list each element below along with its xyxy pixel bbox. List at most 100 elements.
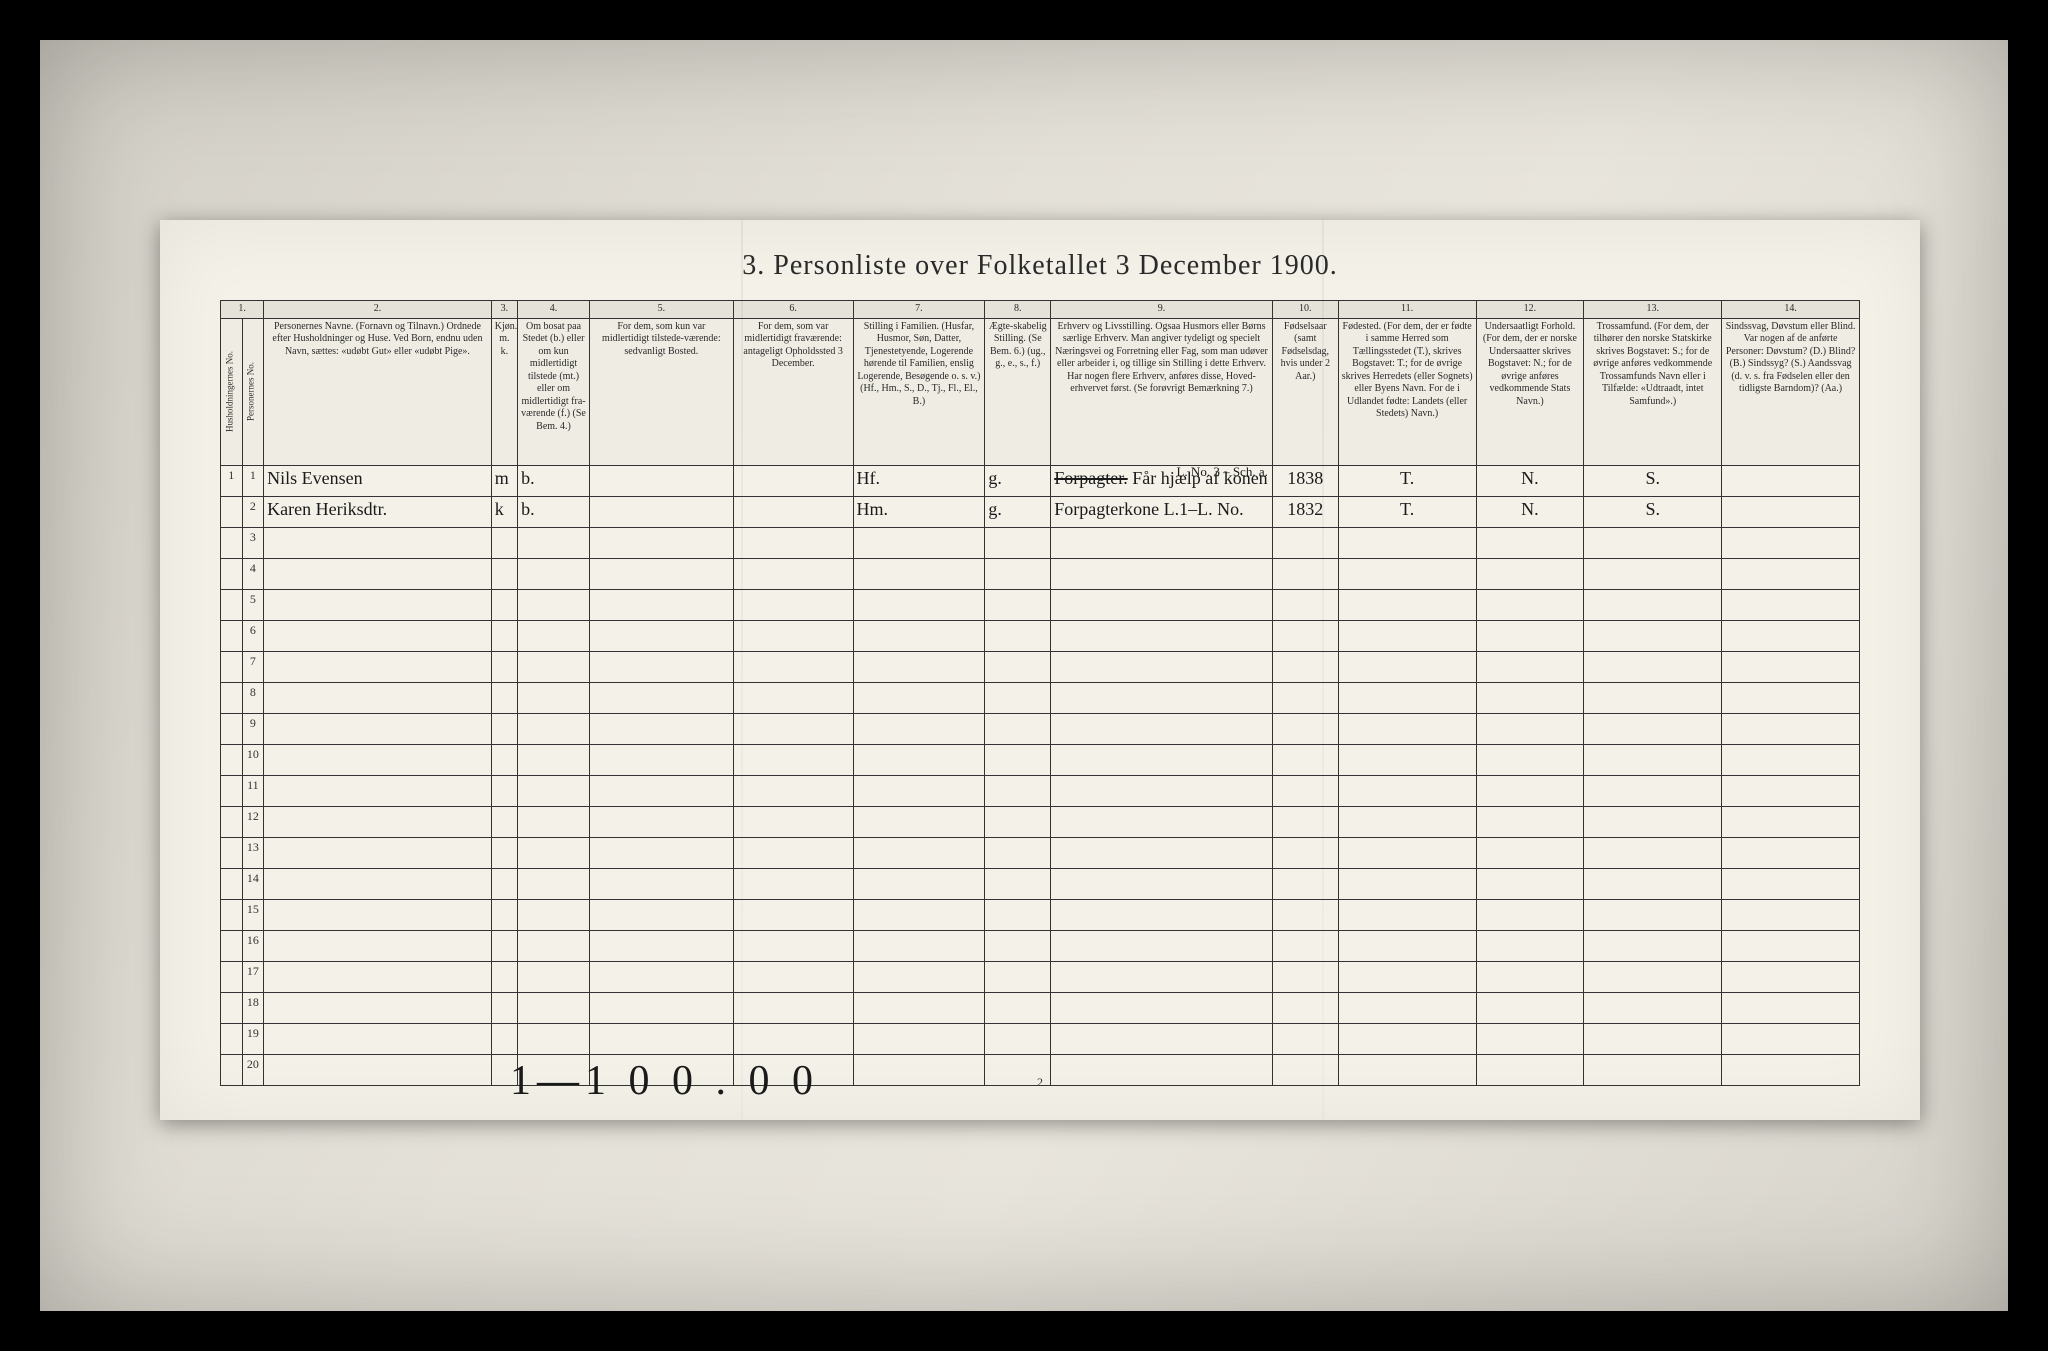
cell <box>518 558 590 589</box>
cell <box>1476 558 1584 589</box>
cell <box>1051 868 1273 899</box>
cell <box>491 1023 517 1054</box>
cell <box>853 868 985 899</box>
cell <box>221 713 243 744</box>
cell <box>1338 589 1476 620</box>
cell <box>491 868 517 899</box>
cell <box>221 837 243 868</box>
cell: 16 <box>242 930 264 961</box>
cell <box>1338 527 1476 558</box>
cell: 1838 <box>1272 465 1338 496</box>
cell <box>589 558 733 589</box>
cell <box>1722 682 1860 713</box>
cell <box>518 775 590 806</box>
cell <box>589 496 733 527</box>
cell <box>264 868 492 899</box>
cell <box>589 899 733 930</box>
colnum: 1. <box>221 301 264 319</box>
cell <box>733 775 853 806</box>
cell <box>1272 837 1338 868</box>
document-sheet: 3. Personliste over Folketallet 3 Decemb… <box>160 220 1920 1120</box>
col-pn: Personernes No. <box>242 318 264 465</box>
colnum: 8. <box>985 301 1051 319</box>
cell: 15 <box>242 899 264 930</box>
cell <box>518 806 590 837</box>
cell <box>733 651 853 682</box>
cell <box>1722 744 1860 775</box>
colnum: 7. <box>853 301 985 319</box>
cell <box>264 961 492 992</box>
cell <box>1051 713 1273 744</box>
cell <box>985 775 1051 806</box>
cell <box>1272 558 1338 589</box>
cell <box>1272 620 1338 651</box>
cell <box>491 620 517 651</box>
table-row: 10 <box>221 744 1860 775</box>
cell: 20 <box>242 1054 264 1085</box>
cell <box>1722 651 1860 682</box>
cell <box>985 806 1051 837</box>
cell: 6 <box>242 620 264 651</box>
cell <box>1051 589 1273 620</box>
cell: 10 <box>242 744 264 775</box>
cell <box>491 775 517 806</box>
cell <box>985 744 1051 775</box>
cell: 17 <box>242 961 264 992</box>
cell <box>518 1023 590 1054</box>
cell: 4 <box>242 558 264 589</box>
cell <box>733 806 853 837</box>
cell: S. <box>1584 496 1722 527</box>
cell <box>1722 1023 1860 1054</box>
cell <box>1584 744 1722 775</box>
cell <box>1051 837 1273 868</box>
cell <box>1272 589 1338 620</box>
cell <box>1722 899 1860 930</box>
cell <box>1722 558 1860 589</box>
cell <box>1584 589 1722 620</box>
cell <box>733 589 853 620</box>
cell <box>1272 1054 1338 1085</box>
cell <box>733 961 853 992</box>
cell <box>1051 1023 1273 1054</box>
cell <box>491 744 517 775</box>
cell <box>264 682 492 713</box>
cell: 3 <box>242 527 264 558</box>
cell: b. <box>518 465 590 496</box>
cell <box>1476 1023 1584 1054</box>
cell <box>589 806 733 837</box>
cell <box>1722 527 1860 558</box>
cell <box>264 992 492 1023</box>
cell <box>985 527 1051 558</box>
cell <box>1722 589 1860 620</box>
table-row: 8 <box>221 682 1860 713</box>
col-occ: Erhverv og Livsstilling. Ogsaa Husmors e… <box>1051 318 1273 465</box>
cell <box>1722 775 1860 806</box>
colnum: 12. <box>1476 301 1584 319</box>
cell <box>221 682 243 713</box>
cell <box>1338 744 1476 775</box>
cell: 1832 <box>1272 496 1338 527</box>
cell <box>733 1023 853 1054</box>
cell <box>264 806 492 837</box>
cell <box>1338 775 1476 806</box>
colnum: 3. <box>491 301 517 319</box>
cell: 8 <box>242 682 264 713</box>
cell <box>1272 868 1338 899</box>
cell <box>733 558 853 589</box>
cell <box>1338 620 1476 651</box>
cell <box>1051 527 1273 558</box>
cell <box>1338 682 1476 713</box>
cell <box>1051 806 1273 837</box>
colnum: 9. <box>1051 301 1273 319</box>
cell: 2 <box>242 496 264 527</box>
cell <box>1272 744 1338 775</box>
cell <box>491 899 517 930</box>
cell <box>1272 682 1338 713</box>
cell <box>1338 837 1476 868</box>
cell <box>589 775 733 806</box>
cell <box>1338 899 1476 930</box>
cell <box>733 496 853 527</box>
cell <box>1722 837 1860 868</box>
table-row: 12 <box>221 806 1860 837</box>
cell: T. <box>1338 465 1476 496</box>
